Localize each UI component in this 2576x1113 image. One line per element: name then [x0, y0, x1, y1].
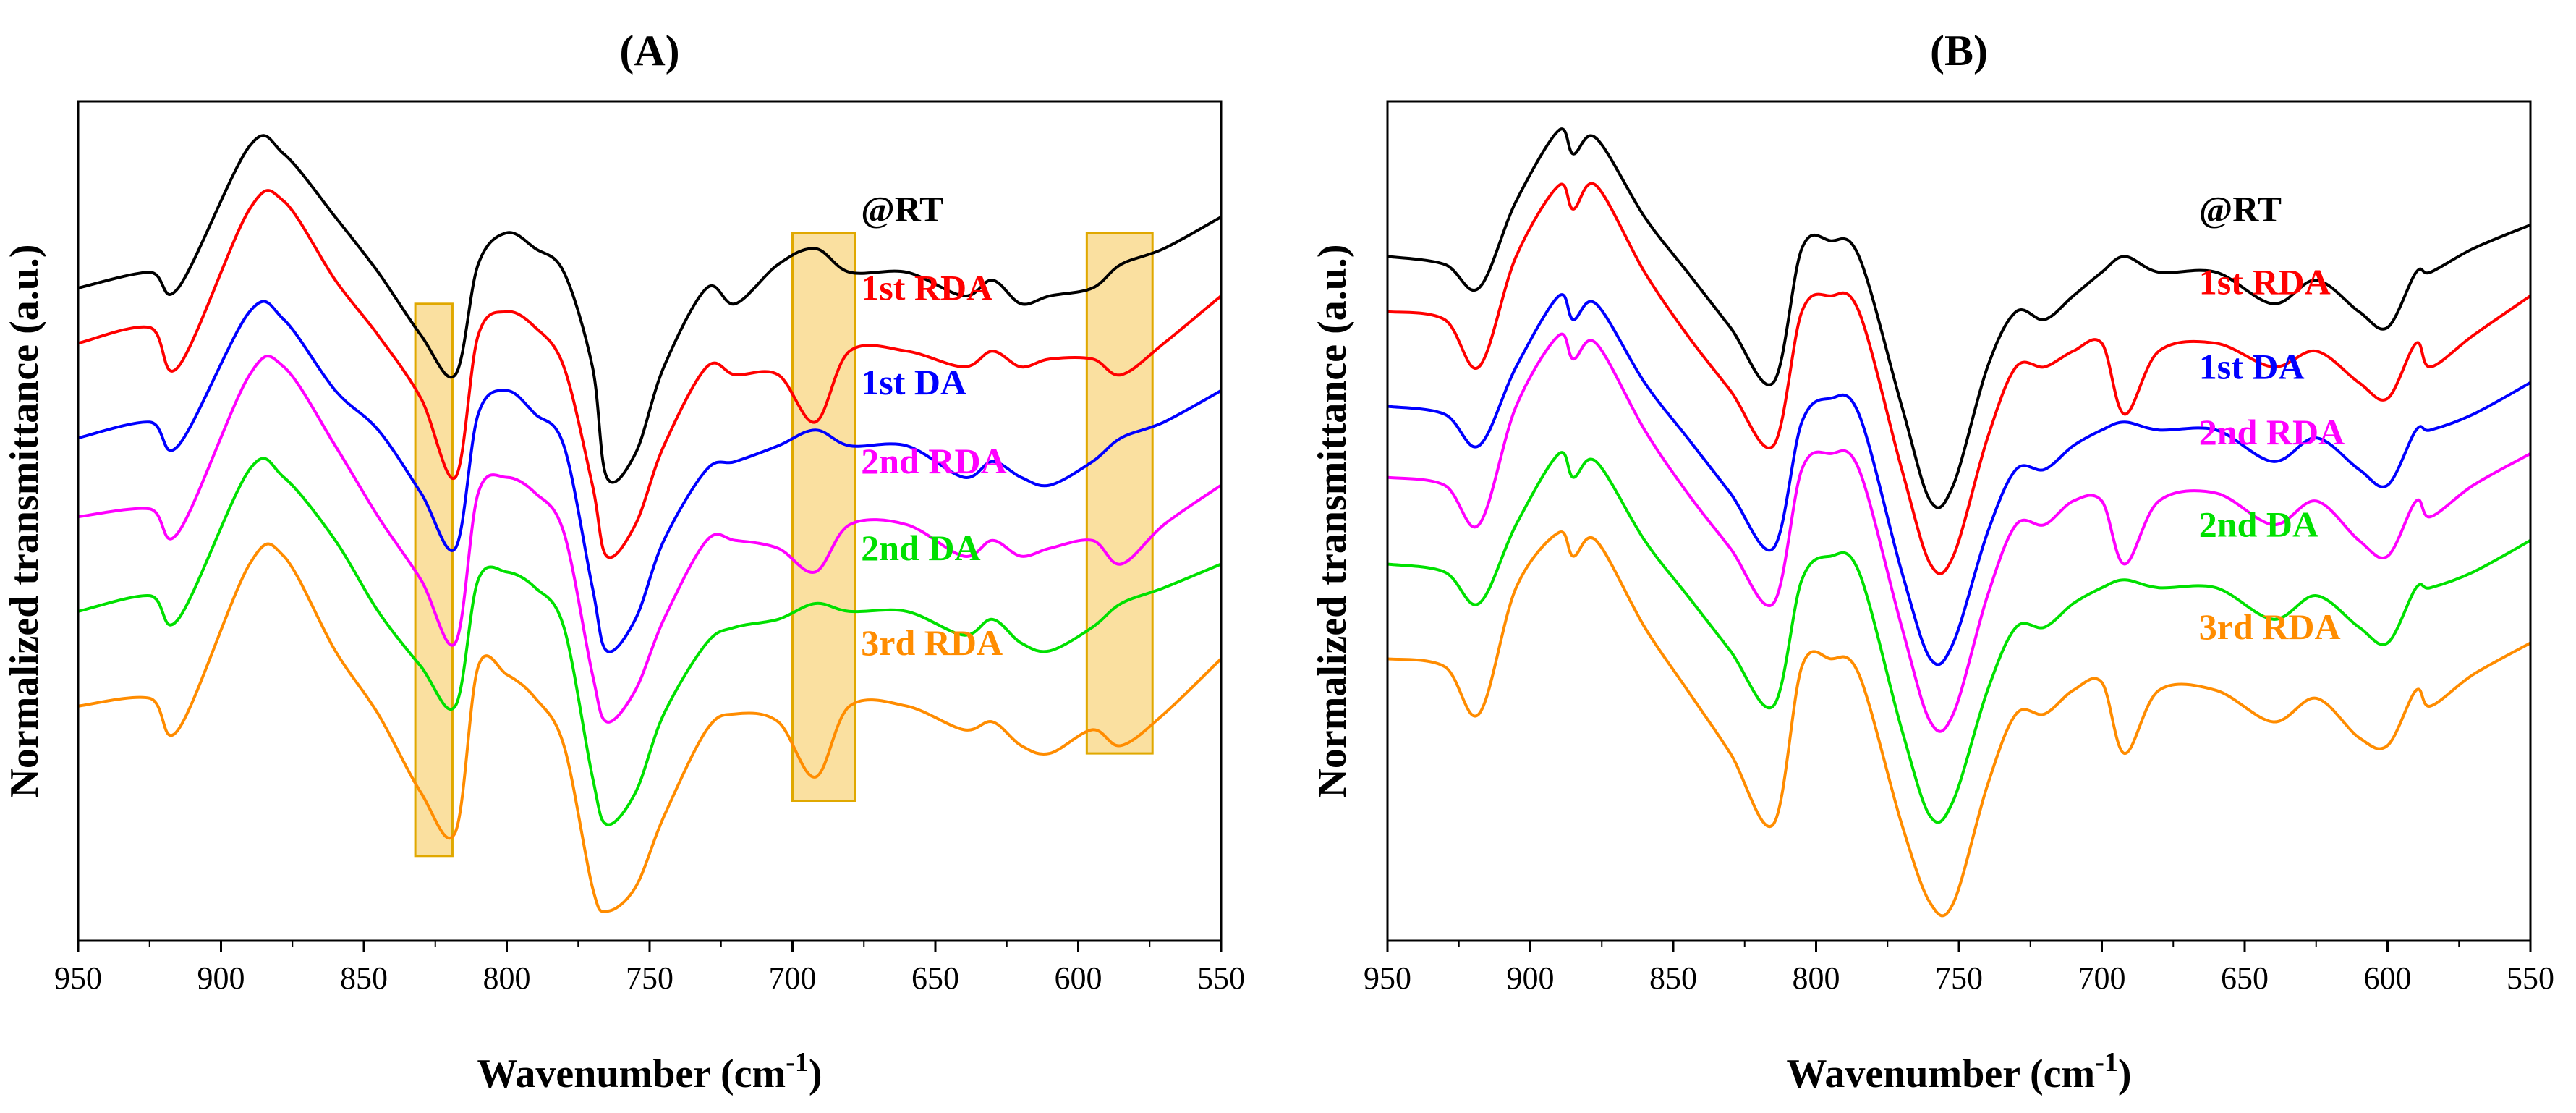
- x-axis-label-text: Wavenumber (cm: [477, 1051, 786, 1096]
- x-axis-label-close: ): [2118, 1051, 2132, 1096]
- series-line-3rd-rda: [1387, 530, 2531, 918]
- x-tick-label: 650: [911, 960, 959, 996]
- x-tick-label: 550: [1197, 960, 1245, 996]
- plot-frame: [77, 100, 1223, 942]
- series-line--rt: [77, 134, 1222, 484]
- highlight-band-1: [791, 232, 856, 802]
- x-axis-label: Wavenumber (cm-1): [1786, 1047, 2131, 1096]
- chart-panel-b: @RT 1st RDA 1st DA 2nd RDA 2nd DA 3rd RDA 950 9…: [1310, 27, 2554, 1096]
- series-label: 3rd RDA: [861, 622, 1003, 663]
- series-label: 1st DA: [2199, 346, 2305, 386]
- x-tick-label: 650: [2221, 960, 2269, 996]
- y-axis-label: Normalized transmittance (a.u.): [2, 244, 47, 797]
- series-label: 1st RDA: [2199, 262, 2331, 302]
- series-line-2nd-da: [77, 457, 1222, 826]
- series-label: 3rd RDA: [2199, 606, 2341, 647]
- x-tick-label: 800: [483, 960, 531, 996]
- highlight-band-2: [1085, 232, 1154, 755]
- x-axis-label-superscript: -1: [2095, 1047, 2118, 1078]
- x-axis-label: Wavenumber (cm-1): [477, 1047, 822, 1096]
- x-tick-label: 600: [2364, 960, 2412, 996]
- series-label: 2nd RDA: [861, 441, 1006, 481]
- x-tick-label: 700: [2078, 960, 2126, 996]
- series-line--rt: [1387, 127, 2531, 509]
- series-line-1st-rda: [1387, 182, 2532, 575]
- x-axis-label-text: Wavenumber (cm: [1786, 1051, 2095, 1096]
- panel-title: (A): [619, 27, 679, 75]
- x-tick-label: 850: [340, 960, 388, 996]
- series-line-1st-da: [77, 300, 1222, 653]
- x-tick-label: 900: [1507, 960, 1555, 996]
- series-line-2nd-da: [1387, 451, 2531, 824]
- series-label: @RT: [861, 188, 943, 229]
- plot-frame: [1386, 100, 2532, 942]
- series-line-2nd-rda: [1387, 332, 2531, 733]
- x-tick-label: 750: [626, 960, 673, 996]
- x-tick-label: 850: [1649, 960, 1697, 996]
- x-tick-label: 800: [1793, 960, 1840, 996]
- panel-title: (B): [1930, 27, 1988, 75]
- x-tick-label: 900: [197, 960, 245, 996]
- x-tick-label: 750: [1935, 960, 1983, 996]
- series-line-3rd-rda: [77, 542, 1223, 913]
- series-label: 2nd RDA: [2199, 412, 2345, 452]
- series-line-1st-da: [1387, 293, 2531, 666]
- x-axis-label-close: ): [809, 1051, 822, 1096]
- x-tick-label: 950: [1364, 960, 1411, 996]
- y-axis-label: Normalized transmittance (a.u.): [1310, 244, 1355, 797]
- x-tick-label: 950: [54, 960, 102, 996]
- x-axis-label-superscript: -1: [786, 1047, 809, 1078]
- x-tick-label: 550: [2507, 960, 2554, 996]
- series-label: 2nd DA: [861, 528, 980, 568]
- series-line-2nd-rda: [77, 355, 1223, 724]
- series-label: 2nd DA: [2199, 504, 2318, 544]
- series-label: @RT: [2199, 188, 2282, 229]
- series-label: 1st DA: [861, 362, 966, 402]
- chart-panel-a: @RT 1st RDA 1st DA 2nd RDA 2nd DA 3rd RDA 950 9…: [2, 27, 1245, 1096]
- x-tick-label: 700: [769, 960, 817, 996]
- x-tick-label: 600: [1055, 960, 1102, 996]
- series-label: 1st RDA: [861, 267, 992, 308]
- series-line-1st-rda: [77, 189, 1223, 559]
